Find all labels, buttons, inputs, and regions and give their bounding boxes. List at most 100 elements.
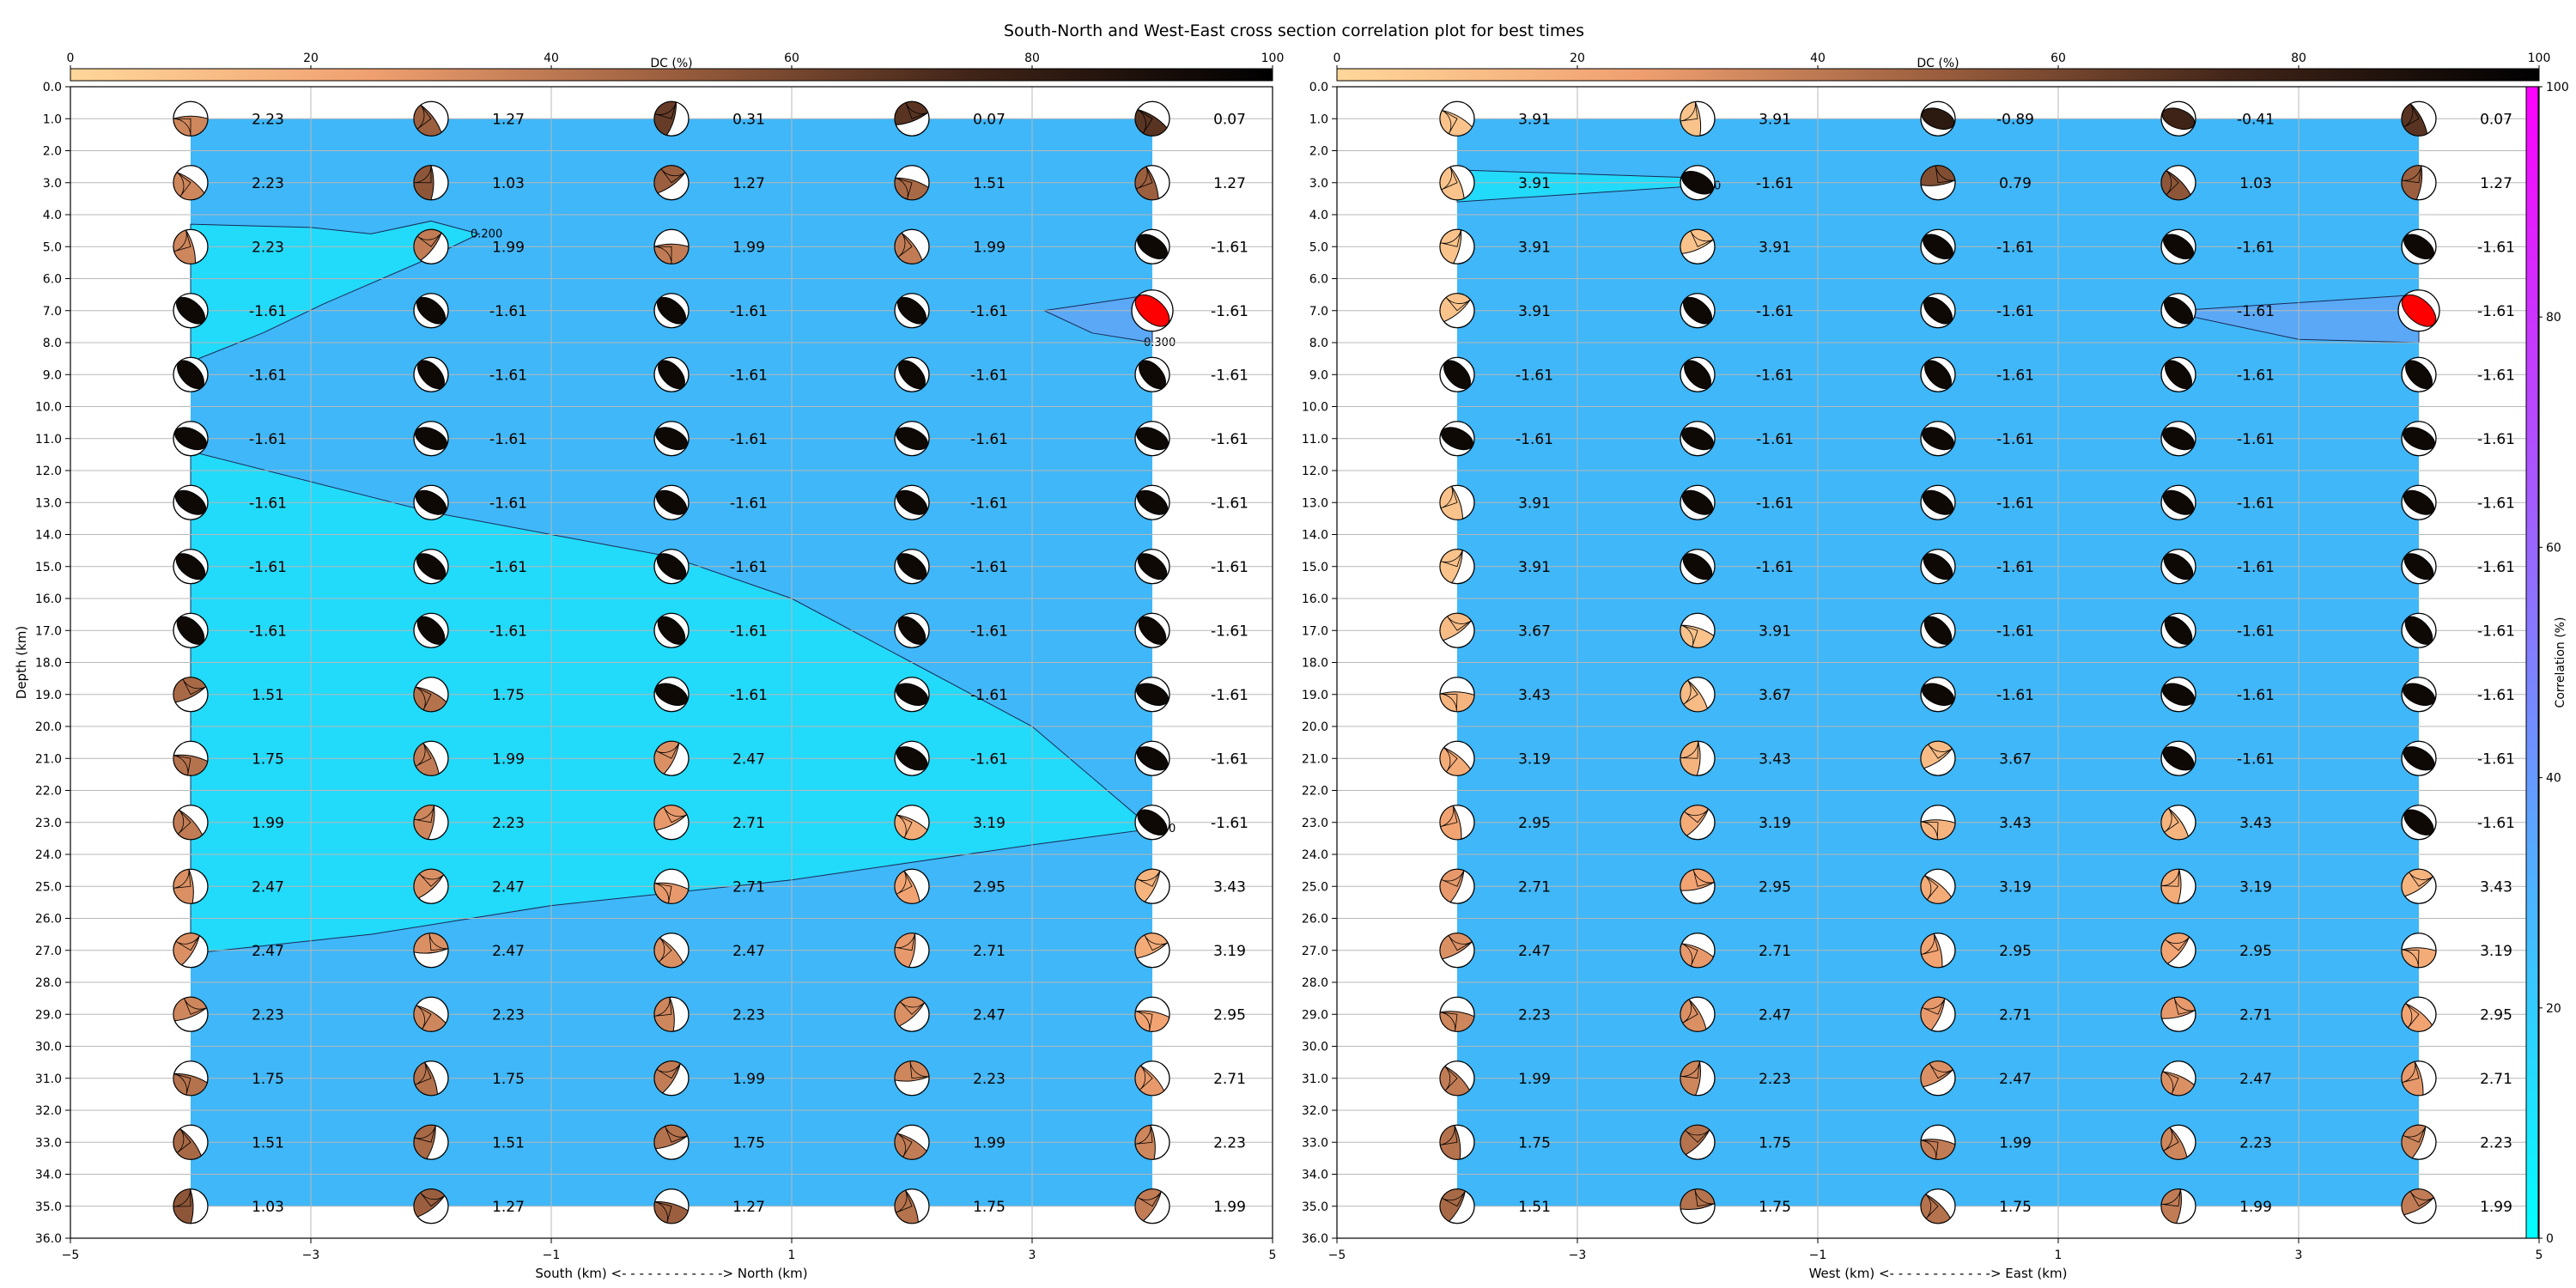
dc-value-label: 2.23 [492,1006,525,1024]
beachball-pressure-lobe [175,553,206,580]
beachball-quadrant [173,229,191,252]
dc-value-label: 3.19 [973,815,1005,832]
beachball-symbol [2160,868,2196,904]
beachball-symbol [1439,612,1475,648]
beachball-quadrant [1694,1188,1715,1207]
y-tick-label: 23.0 [35,817,62,830]
beachball-symbol [2160,1188,2196,1224]
dc-value-label: -1.61 [1211,815,1249,832]
beachball-quadrant [2162,1071,2179,1095]
dc-value-label: 2.71 [1759,943,1791,960]
beachball-symbol [173,1188,209,1224]
beachball-symbol [653,805,690,841]
y-tick-label: 8.0 [1309,337,1328,350]
dc-value-label: 0.07 [1213,111,1246,128]
dc-value-label: -1.61 [249,495,287,512]
beachball-pressure-lobe [1684,360,1711,390]
dc-value-label: -1.61 [1996,559,2034,576]
beachball-quadrant [1680,624,1715,648]
beachball-symbol [653,549,690,585]
dc-value-label: -1.61 [1516,431,1553,448]
dc-value-label: 1.75 [492,1071,525,1088]
beachball-symbol [1439,933,1475,969]
dc-value-label: 1.27 [732,1199,765,1216]
beachball-pressure-lobe [1923,234,1953,260]
beachball-symbol [1920,293,1956,329]
dc-value-label: -1.61 [1756,303,1794,320]
dc-value-label: -1.61 [2477,623,2515,640]
beachball-symbol [894,484,930,520]
dc-value-label: -1.61 [489,367,527,384]
beachball-symbol [1680,933,1716,969]
dc-value-label: 1.75 [1759,1134,1791,1151]
y-tick-label: 27.0 [35,945,62,958]
beachball-pressure-lobe [895,683,929,706]
dc-value-label: 1.99 [973,239,1005,256]
beachball-symbol [1680,484,1716,520]
beachball-symbol [894,421,930,457]
dc-value-label: -1.61 [1211,303,1249,320]
beachball-symbol [413,1188,449,1224]
y-tick-label: 31.0 [35,1072,62,1086]
y-tick-label: 22.0 [1302,785,1328,799]
y-tick-label: 21.0 [35,752,62,766]
beachball-quadrant [419,873,444,887]
beachball-symbol [413,868,449,904]
beachball-quadrant [896,814,913,838]
beachball-pressure-lobe [1923,553,1953,580]
beachball-symbol [1680,805,1716,841]
dc-value-label: 3.19 [1999,878,2032,896]
beachball-pressure-lobe [2161,107,2196,131]
dc-value-label: 3.67 [1759,687,1791,704]
beachball-symbol [173,356,209,392]
beachball-quadrant [896,1190,913,1213]
dc-colorbar-tick-label: 60 [784,52,799,65]
dc-value-label: -1.61 [1211,239,1249,256]
dc-value-label: -1.61 [2237,431,2275,448]
beachball-symbol [1680,100,1716,137]
beachball-symbol [413,484,449,520]
dc-value-label: 2.23 [252,239,284,256]
dc-value-label: -1.61 [2477,239,2515,256]
beachball-symbol [1131,289,1174,332]
y-tick-label: 13.0 [1302,496,1328,510]
y-tick-label: 20.0 [35,720,62,734]
beachball-quadrant [176,172,191,197]
beachball-quadrant [1682,999,1698,1024]
dc-value-label: -1.61 [970,495,1008,512]
beachball-quadrant [905,102,928,119]
beachball-symbol [653,612,690,648]
beachball-quadrant [1441,870,1465,887]
dc-value-label: 1.99 [2239,1199,2272,1216]
contour-label: 0.200 [471,228,502,240]
dc-value-label: -1.61 [1211,687,1249,704]
y-tick-label: 12.0 [1302,465,1328,478]
beachball-pressure-lobe [1137,553,1168,580]
beachball-symbol [1680,356,1716,392]
beachball-quadrant [1680,741,1699,759]
dc-value-label: 2.47 [492,943,525,960]
panel-west-east: 0.2000.01.02.03.04.05.06.07.08.09.010.01… [1302,52,2551,1281]
dc-value-label: 3.19 [2480,943,2512,960]
beachball-quadrant [413,805,435,841]
beachball-quadrant [896,1133,913,1157]
beachball-symbol [173,1060,209,1097]
beachball-quadrant [1134,1010,1170,1032]
beachball-quadrant [1922,998,1946,1015]
beachball-symbol [1134,484,1170,520]
beachball-pressure-lobe [415,489,447,515]
dc-value-label: -1.61 [1996,687,2034,704]
beachball-pressure-lobe [176,296,205,325]
y-tick-label: 31.0 [1302,1072,1328,1086]
beachball-quadrant [1440,1125,1458,1145]
dc-value-label: 1.99 [252,815,284,832]
dc-value-label: 1.99 [1999,1134,2032,1151]
dc-value-label: -1.61 [1996,495,2034,512]
beachball-symbol [413,612,449,648]
y-tick-label: 3.0 [43,177,62,191]
y-tick-label: 15.0 [1302,561,1328,574]
beachball-symbol [1680,1124,1716,1160]
beachball-symbol [1134,740,1170,776]
beachball-pressure-lobe [896,746,928,771]
dc-value-label: -1.61 [730,559,768,576]
